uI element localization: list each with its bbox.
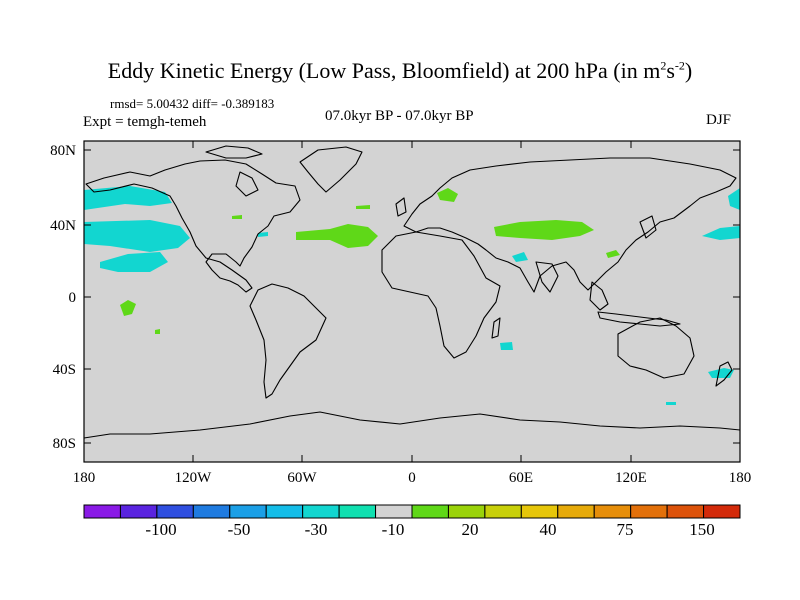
x-ticks	[83, 141, 632, 462]
coast-africa	[381, 231, 501, 359]
x-tick-label: 60E	[509, 470, 533, 486]
colorbar-swatch	[192, 504, 231, 519]
cyan-region-arabia	[512, 252, 528, 262]
colorbar-swatch	[630, 504, 668, 519]
colorbar-swatch	[484, 504, 522, 519]
colorbar-swatch	[411, 504, 449, 519]
green-region-mid-atlantic	[356, 205, 370, 209]
cyan-region-southern-ocean	[666, 402, 676, 405]
coast-japan	[639, 215, 657, 239]
y-tick-label: 0	[69, 290, 77, 306]
coast-hudson-bay	[235, 171, 259, 197]
colorbar-label: -100	[145, 520, 176, 539]
coast-indonesia	[597, 311, 681, 327]
cyan-region-subtropical-pacific	[100, 252, 168, 272]
experiment-label: Expt = temgh-temeh	[83, 114, 207, 130]
colorbar-swatch	[265, 504, 304, 519]
coast-great-britain	[395, 197, 407, 217]
x-tick-label: 120W	[175, 470, 213, 486]
x-tick-label: 0	[408, 470, 416, 486]
colorbar-swatch	[520, 504, 559, 519]
plot-title: Eddy Kinetic Energy (Low Pass, Bloomfiel…	[107, 58, 693, 83]
green-region-atlantic-band	[296, 224, 378, 248]
x-tick-label: 60W	[287, 470, 317, 486]
period-label: 07.0kyr BP - 07.0kyr BP	[325, 108, 474, 124]
x-tick-label: 180	[729, 470, 752, 486]
coast-south-america	[249, 283, 327, 399]
colorbar-swatch	[229, 504, 267, 519]
y-tick-label: 40S	[53, 362, 76, 378]
cyan-region-south-indian	[500, 342, 513, 350]
y-ticks	[84, 149, 740, 444]
coast-europe-asia	[403, 157, 737, 293]
colorbar-swatch	[557, 504, 595, 519]
colorbar-label: -30	[305, 520, 328, 539]
colorbar-swatch	[375, 504, 413, 519]
colorbar-swatch	[593, 504, 632, 519]
y-tick-label: 80N	[50, 143, 76, 159]
x-tick-label: 180	[73, 470, 96, 486]
season-label: DJF	[706, 112, 732, 128]
stats-label: rmsd= 5.00432 diff= -0.389183	[110, 96, 275, 111]
colorbar-swatch	[83, 504, 121, 519]
colorbar-label: 150	[689, 520, 715, 539]
y-tick-label: 80S	[53, 436, 76, 452]
cyan-region-north-atlantic-far-east	[728, 188, 740, 210]
colorbar-label: 75	[617, 520, 634, 539]
y-tick-label: 40N	[50, 218, 76, 234]
green-region-central-asia	[494, 220, 594, 240]
coast-antarctica	[83, 411, 741, 439]
colorbar-swatch	[703, 504, 741, 519]
green-region-south-pacific	[155, 329, 160, 334]
colorbar-swatch	[447, 504, 486, 519]
colorbar-swatch	[119, 504, 158, 519]
green-region-east-china	[606, 250, 620, 258]
colorbar-label: 20	[462, 520, 479, 539]
cyan-region-north-pacific	[84, 220, 190, 252]
coast-india	[535, 261, 559, 293]
coastlines	[83, 145, 741, 439]
coast-southeast-asia	[589, 281, 609, 311]
green-region-scandinavia	[437, 188, 458, 202]
coast-madagascar	[491, 317, 501, 339]
colorbar-label: 40	[540, 520, 557, 539]
colorbar-swatch	[666, 504, 705, 519]
x-tick-label: 120E	[615, 470, 647, 486]
colorbar	[83, 504, 741, 519]
colorbar-swatch	[338, 504, 377, 519]
coast-australia	[617, 317, 695, 379]
green-region-north-pacific-small	[232, 215, 242, 219]
colorbar-label: -10	[382, 520, 405, 539]
cyan-region-north-pacific-high	[84, 186, 172, 210]
green-region-tropical-pacific	[120, 300, 136, 316]
cyan-region-gulf	[258, 232, 268, 237]
coast-arctic-islands	[205, 145, 263, 159]
cyan-region-east-asia	[702, 226, 740, 240]
coast-new-zealand	[715, 361, 733, 387]
map-background	[84, 141, 740, 462]
positive-anomaly-regions	[120, 188, 620, 334]
colorbar-label: -50	[228, 520, 251, 539]
colorbar-swatch	[156, 504, 194, 519]
coast-greenland	[299, 146, 363, 193]
coast-north-america	[85, 159, 301, 293]
colorbar-swatch	[302, 504, 340, 519]
